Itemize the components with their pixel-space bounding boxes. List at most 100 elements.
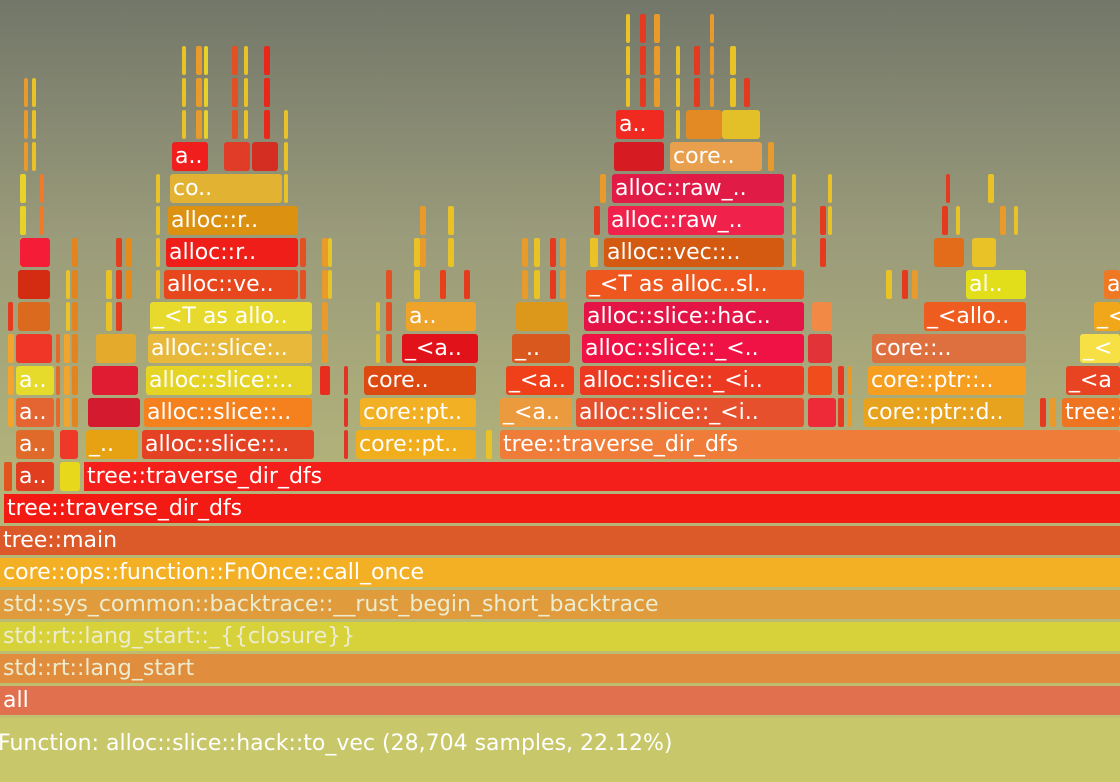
flame-sliver[interactable] <box>886 270 892 299</box>
flame-sliver[interactable] <box>116 270 122 299</box>
flame-sliver[interactable] <box>156 270 160 299</box>
flame-frame[interactable]: alloc::vec::.. <box>604 238 784 267</box>
flame-sliver[interactable] <box>386 334 392 363</box>
flame-sliver[interactable] <box>640 14 646 43</box>
flame-sliver[interactable] <box>72 366 78 395</box>
flame-sliver[interactable] <box>550 270 556 299</box>
flame-sliver[interactable] <box>328 238 332 267</box>
flame-frame[interactable]: tree::main <box>0 526 1120 555</box>
flame-frame[interactable]: alloc::r.. <box>166 238 298 267</box>
flame-sliver[interactable] <box>126 238 132 267</box>
flame-sliver[interactable] <box>414 238 420 267</box>
flame-sliver[interactable] <box>414 270 420 299</box>
flame-sliver[interactable] <box>322 334 328 363</box>
flame-frame[interactable] <box>96 334 136 363</box>
flame-sliver[interactable] <box>534 238 540 267</box>
flame-sliver[interactable] <box>550 238 556 267</box>
flame-sliver[interactable] <box>56 334 60 363</box>
flame-frame[interactable]: _.. <box>512 334 570 363</box>
flame-frame[interactable] <box>934 238 964 267</box>
flame-sliver[interactable] <box>156 174 160 203</box>
flame-sliver[interactable] <box>40 206 44 235</box>
flame-sliver[interactable] <box>182 78 186 107</box>
flame-sliver[interactable] <box>792 206 796 235</box>
flame-sliver[interactable] <box>694 78 700 107</box>
flame-sliver[interactable] <box>828 174 832 203</box>
flame-sliver[interactable] <box>848 398 852 427</box>
flame-frame[interactable]: _< <box>1080 334 1120 363</box>
flame-sliver[interactable] <box>322 270 328 299</box>
flame-sliver[interactable] <box>32 110 36 139</box>
flame-sliver[interactable] <box>232 78 238 107</box>
flame-sliver[interactable] <box>72 238 78 267</box>
flame-sliver[interactable] <box>344 366 348 395</box>
flame-sliver[interactable] <box>322 302 328 331</box>
flame-frame[interactable] <box>18 270 50 299</box>
flame-frame[interactable]: a.. <box>172 142 208 171</box>
flame-sliver[interactable] <box>626 46 630 75</box>
flame-frame[interactable] <box>252 142 278 171</box>
flame-frame[interactable]: core::ptr::d.. <box>864 398 1024 427</box>
flame-sliver[interactable] <box>768 142 774 171</box>
flame-sliver[interactable] <box>522 270 528 299</box>
flame-sliver[interactable] <box>182 46 186 75</box>
flame-frame[interactable]: core::.. <box>872 334 1026 363</box>
flame-sliver[interactable] <box>828 206 832 235</box>
flame-sliver[interactable] <box>640 78 646 107</box>
flame-sliver[interactable] <box>264 78 270 107</box>
flame-sliver[interactable] <box>848 366 852 395</box>
flame-sliver[interactable] <box>126 270 132 299</box>
flame-sliver[interactable] <box>196 46 202 75</box>
flame-sliver[interactable] <box>72 270 78 299</box>
flame-sliver[interactable] <box>182 110 186 139</box>
flame-frame[interactable] <box>808 366 832 395</box>
flame-frame[interactable]: _<a.. <box>500 398 572 427</box>
flame-frame[interactable]: _<T as allo.. <box>150 302 312 331</box>
flame-sliver[interactable] <box>8 398 14 427</box>
flame-sliver[interactable] <box>440 270 446 299</box>
flame-sliver[interactable] <box>838 366 844 395</box>
flame-frame[interactable]: _< <box>1094 302 1120 331</box>
flame-sliver[interactable] <box>72 398 78 427</box>
flame-sliver[interactable] <box>244 78 248 107</box>
flame-sliver[interactable] <box>744 78 750 107</box>
flame-sliver[interactable] <box>676 110 680 139</box>
flame-frame[interactable] <box>224 142 250 171</box>
flame-frame[interactable]: alloc::slice::_<i.. <box>576 398 804 427</box>
flame-sliver[interactable] <box>1014 206 1018 235</box>
flame-sliver[interactable] <box>386 270 392 299</box>
flame-sliver[interactable] <box>902 270 908 299</box>
flame-sliver[interactable] <box>204 78 208 107</box>
flame-sliver[interactable] <box>522 238 528 267</box>
flame-frame[interactable]: al.. <box>966 270 1026 299</box>
flame-sliver[interactable] <box>838 398 844 427</box>
flame-sliver[interactable] <box>264 110 270 139</box>
flame-sliver[interactable] <box>710 78 714 107</box>
flame-sliver[interactable] <box>600 174 606 203</box>
flame-frame[interactable]: core::ops::function::FnOnce::call_once <box>0 558 1120 587</box>
flame-sliver[interactable] <box>322 238 328 267</box>
flame-frame[interactable]: _.. <box>86 430 138 459</box>
flame-sliver[interactable] <box>106 270 112 299</box>
flame-sliver[interactable] <box>64 366 70 395</box>
flame-sliver[interactable] <box>942 206 948 235</box>
flame-sliver[interactable] <box>560 238 566 267</box>
flame-sliver[interactable] <box>72 302 78 331</box>
flame-frame[interactable] <box>16 334 52 363</box>
flame-sliver[interactable] <box>20 174 26 203</box>
flame-frame[interactable] <box>20 238 50 267</box>
flame-sliver[interactable] <box>300 238 306 267</box>
flame-sliver[interactable] <box>106 302 112 331</box>
flame-frame[interactable]: core::pt.. <box>356 430 476 459</box>
flame-sliver[interactable] <box>56 398 60 427</box>
flame-frame[interactable]: _<a.. <box>506 366 574 395</box>
flame-sliver[interactable] <box>956 206 960 235</box>
flame-sliver[interactable] <box>24 110 28 139</box>
flame-frame[interactable]: alloc::slice::_<i.. <box>580 366 804 395</box>
flame-frame[interactable]: alloc::slice::.. <box>142 430 314 459</box>
flame-frame[interactable] <box>808 334 832 363</box>
flame-sliver[interactable] <box>594 206 600 235</box>
flame-sliver[interactable] <box>710 14 714 43</box>
flame-sliver[interactable] <box>820 238 826 267</box>
flame-frame[interactable] <box>812 302 832 331</box>
